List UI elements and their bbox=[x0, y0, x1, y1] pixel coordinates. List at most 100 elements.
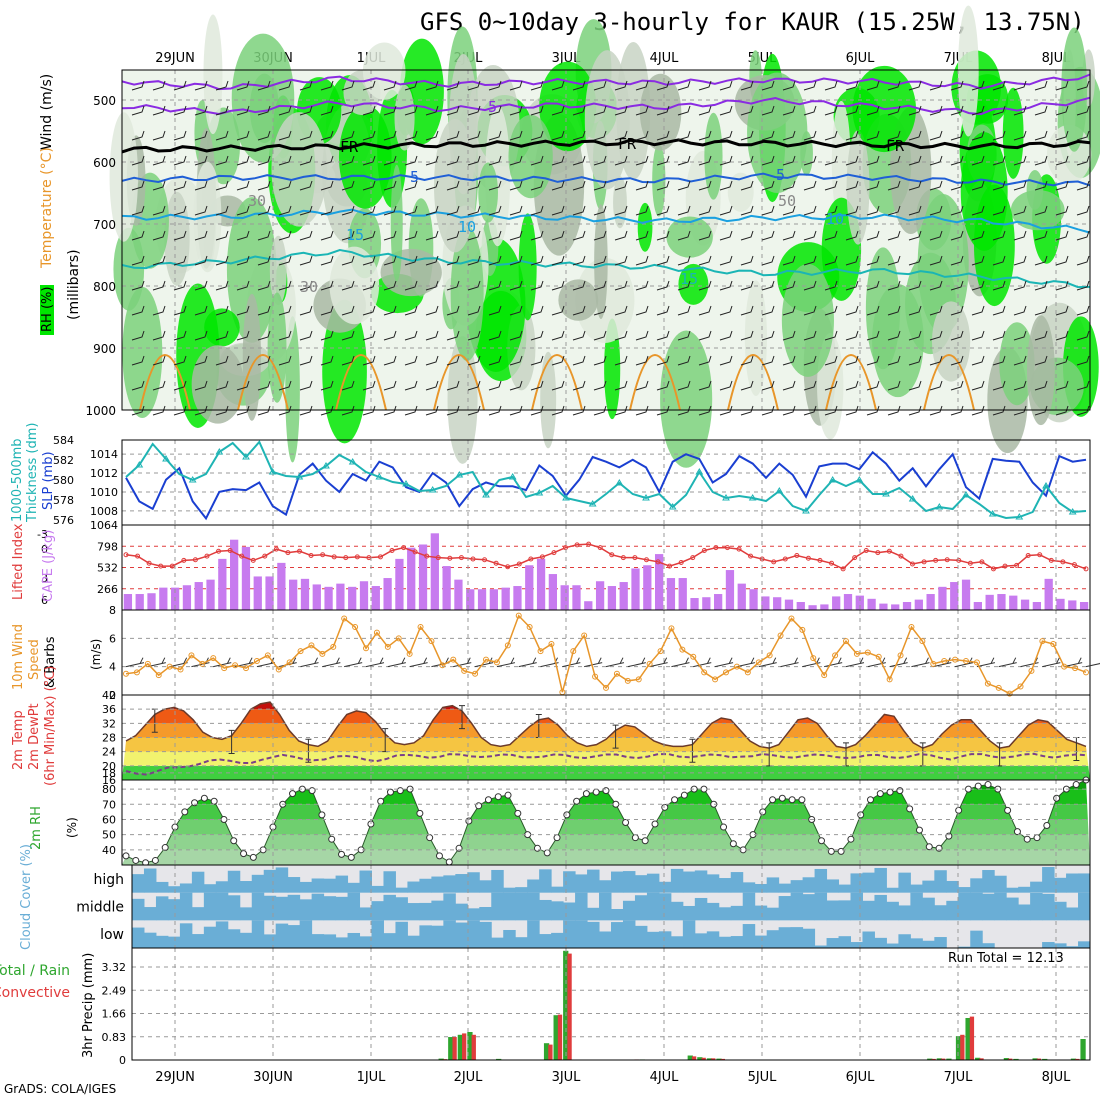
cloud-cell bbox=[263, 934, 277, 948]
wind-barb bbox=[131, 205, 145, 216]
wind-barb bbox=[362, 80, 376, 91]
wind-barb bbox=[1034, 355, 1048, 366]
wind-barb bbox=[719, 80, 733, 91]
wind-barb bbox=[677, 130, 691, 141]
wind-barb bbox=[341, 355, 355, 366]
wind-barb bbox=[971, 305, 985, 316]
precip-total-bar bbox=[1013, 1058, 1019, 1060]
cloud-cell bbox=[179, 892, 193, 921]
cloud-cell bbox=[251, 892, 265, 921]
wind-barb bbox=[299, 280, 313, 291]
wind-barb bbox=[698, 380, 712, 391]
wind-barb bbox=[257, 255, 271, 266]
cape-bar bbox=[725, 570, 735, 610]
wind-barb bbox=[593, 330, 607, 341]
rh-tick-label: 80 bbox=[102, 783, 116, 796]
wind-barb bbox=[845, 657, 865, 668]
wind-barb bbox=[866, 80, 880, 91]
lifted-index-marker bbox=[482, 557, 488, 563]
wind-barb bbox=[719, 255, 733, 266]
wind-barb bbox=[404, 405, 418, 416]
wind-barb bbox=[824, 657, 843, 668]
wind-barb bbox=[761, 380, 775, 391]
wind-barb bbox=[215, 255, 229, 266]
wind-barb bbox=[677, 180, 691, 191]
cloud-cell bbox=[227, 929, 241, 948]
lifted-index-marker bbox=[192, 557, 198, 563]
wind-barb bbox=[614, 105, 628, 116]
wind-barb bbox=[635, 380, 649, 391]
wind-barb bbox=[887, 205, 901, 216]
wind-barb bbox=[173, 230, 187, 241]
wind-barb bbox=[761, 255, 775, 266]
cloud-cell bbox=[802, 928, 816, 948]
wind-barb bbox=[824, 155, 838, 166]
wind-barb bbox=[362, 255, 376, 266]
cloud-cell bbox=[946, 880, 959, 893]
wind-barb bbox=[467, 305, 481, 316]
wind-speed-marker bbox=[352, 624, 359, 630]
thickness-marker bbox=[402, 480, 410, 487]
wind-barb bbox=[845, 330, 859, 341]
wind-barb bbox=[467, 380, 481, 391]
wind-barb bbox=[488, 405, 502, 416]
wind-barb bbox=[383, 180, 397, 191]
lifted-index-marker bbox=[516, 561, 522, 567]
rh-blob bbox=[781, 263, 834, 377]
cloud-cell bbox=[551, 932, 564, 948]
wind-barb bbox=[467, 180, 481, 191]
wind-speed-marker bbox=[624, 677, 631, 684]
wind-barb bbox=[887, 330, 901, 341]
wind-barb bbox=[656, 105, 670, 116]
cloud-cell bbox=[778, 896, 792, 921]
rh-marker bbox=[1072, 781, 1080, 789]
wind-barb bbox=[341, 230, 355, 241]
thickness-marker bbox=[188, 476, 197, 483]
lifted-index-marker bbox=[539, 554, 545, 560]
precip-total-bar bbox=[936, 1058, 942, 1060]
wind-barb bbox=[824, 180, 838, 191]
cloud-cell bbox=[982, 893, 995, 921]
rh-marker bbox=[494, 793, 502, 801]
contour-label: 30 bbox=[300, 278, 318, 296]
wind-barb bbox=[194, 380, 208, 391]
precip-convective-bar bbox=[711, 1058, 716, 1060]
lifted-index-marker bbox=[990, 566, 996, 572]
cape-bar bbox=[548, 574, 558, 610]
lifted-index-marker bbox=[1002, 563, 1008, 569]
rh-marker bbox=[151, 856, 159, 864]
wind-barb bbox=[320, 205, 334, 216]
cloud-cell bbox=[934, 905, 947, 921]
pressure-tick-label: 600 bbox=[93, 156, 116, 170]
cloud-cell bbox=[132, 927, 145, 948]
wind-barb bbox=[383, 355, 397, 366]
wind-barb bbox=[572, 155, 586, 166]
precip-total-bar bbox=[1080, 1039, 1086, 1060]
wind-barb bbox=[236, 230, 250, 241]
rh-marker bbox=[475, 802, 483, 810]
wind-barb bbox=[194, 205, 208, 216]
thickness-marker bbox=[962, 491, 970, 498]
cloud-cell bbox=[622, 920, 636, 948]
wind-barb bbox=[320, 230, 334, 241]
pressure-tick-label: 700 bbox=[93, 218, 116, 232]
wind-barb bbox=[551, 330, 565, 341]
lifted-index-marker bbox=[505, 564, 511, 570]
wind-barb bbox=[299, 130, 313, 141]
cloud-cell bbox=[850, 942, 863, 948]
cape-bar bbox=[348, 586, 357, 610]
cloud-cell bbox=[1018, 904, 1031, 921]
wind-barb bbox=[404, 155, 418, 166]
wind-barb bbox=[761, 155, 775, 166]
wind-barb bbox=[446, 130, 460, 141]
cloud-cell bbox=[838, 936, 851, 948]
date-label-bottom: 1JUL bbox=[357, 1070, 387, 1085]
wind-barb bbox=[1055, 255, 1069, 266]
cloud-cell bbox=[850, 892, 863, 921]
cloud-cell bbox=[730, 936, 744, 948]
wind-barb bbox=[572, 105, 586, 116]
wind-barb bbox=[299, 105, 313, 116]
wind-barb bbox=[698, 80, 712, 91]
precip-tick-label: 2.49 bbox=[102, 984, 127, 997]
lifted-index-marker bbox=[354, 554, 360, 560]
